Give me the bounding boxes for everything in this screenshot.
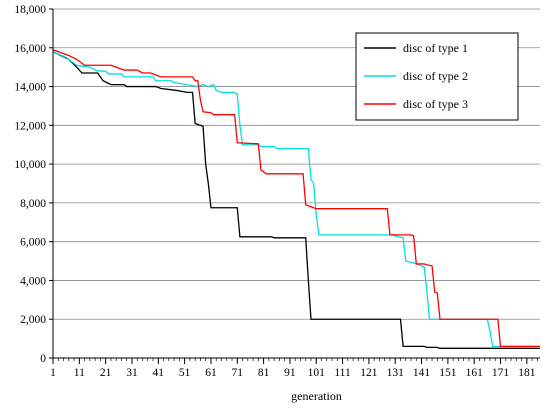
series-line-1 [52,51,540,349]
legend-label-2: disc of type 2 [403,69,468,83]
axes: 0 2,000 4,000 6,000 8,000 10,000 12,000 14,000 1… [14,4,540,379]
x-tick-label: 41 [153,367,165,379]
x-tick-label: 121 [360,367,378,379]
y-tick-label: 2,000 [20,314,46,326]
x-tick-label: 141 [413,367,431,379]
x-tick-label: 181 [518,367,536,379]
x-tick-label: 11 [74,367,85,379]
y-tick-label: 8,000 [20,198,46,210]
x-tick-label: 21 [100,367,112,379]
x-tick-label: 101 [308,367,326,379]
x-tick-label: 171 [492,367,510,379]
series-line-3 [52,49,540,348]
y-tick-label: 14,000 [14,82,46,94]
x-tick-label: 1 [50,367,56,379]
series-line-2 [52,51,540,348]
x-tick-label: 31 [126,367,138,379]
x-tick-label: 111 [334,367,351,379]
x-tick-label: 61 [205,367,217,379]
x-tick-label: 71 [232,367,244,379]
y-tick-label: 18,000 [14,4,46,16]
x-tick-label: 91 [284,367,296,379]
legend-label-1: disc of type 1 [403,41,468,55]
y-tick-label: 0 [40,353,46,365]
y-tick-label: 10,000 [14,159,46,171]
x-tick-label: 161 [466,367,484,379]
y-tick-label: 12,000 [14,120,46,132]
y-tick-label: 6,000 [20,237,46,249]
y-tick-label: 4,000 [20,275,46,287]
x-tick-label: 81 [258,367,270,379]
legend-label-3: disc of type 3 [403,97,468,111]
legend: disc of type 1 disc of type 2 disc of type… [355,32,519,121]
y-tick-label: 16,000 [14,43,46,55]
x-tick-label: 131 [387,367,405,379]
x-tick-label: 151 [439,367,457,379]
x-axis-title: generation [291,389,342,403]
series-lines [52,49,540,349]
x-tick-label: 51 [179,367,191,379]
